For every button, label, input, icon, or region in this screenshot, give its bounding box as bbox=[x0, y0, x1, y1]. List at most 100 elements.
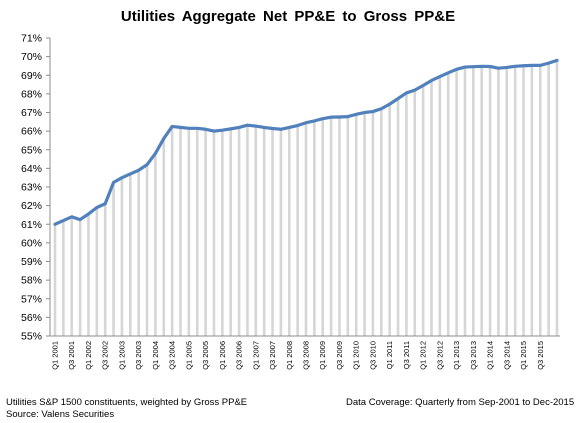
bar bbox=[62, 220, 65, 336]
x-tick-label: Q3 2013 bbox=[469, 341, 478, 370]
y-tick-label: 69% bbox=[21, 70, 42, 82]
bar bbox=[237, 127, 241, 337]
x-tick-label: Q1 2005 bbox=[184, 341, 193, 370]
bar bbox=[195, 128, 199, 336]
bar bbox=[513, 66, 517, 336]
bar bbox=[271, 128, 274, 336]
bar bbox=[346, 116, 350, 336]
bar bbox=[430, 80, 433, 337]
y-tick-label: 59% bbox=[21, 256, 42, 268]
bar bbox=[162, 138, 166, 336]
bar bbox=[112, 182, 115, 336]
bars-group bbox=[53, 60, 559, 337]
bar bbox=[530, 65, 534, 336]
x-tick-label: Q3 2009 bbox=[335, 341, 344, 370]
bar bbox=[388, 104, 391, 337]
y-tick-label: 67% bbox=[21, 107, 42, 119]
bar bbox=[145, 164, 149, 336]
bar bbox=[229, 128, 232, 336]
bar bbox=[522, 65, 525, 336]
bar bbox=[472, 66, 475, 337]
bar bbox=[321, 118, 325, 337]
bar bbox=[120, 177, 124, 336]
x-tick-label: Q3 2003 bbox=[134, 341, 143, 370]
x-tick-label: Q1 2008 bbox=[285, 341, 294, 370]
y-tick-label: 65% bbox=[21, 144, 42, 156]
chart-title: Utilities Aggregate Net PP&E to Gross PP… bbox=[120, 8, 456, 25]
y-tick-label: 56% bbox=[21, 312, 42, 324]
x-axis: Q1 2001 Q3 2001 Q1 2002 Q3 2002 Q1 2003 Q3 20… bbox=[50, 335, 560, 370]
footnote-coverage: Data Coverage: Quarterly from Sep-2001 t… bbox=[346, 397, 574, 408]
x-tick-label: Q1 2006 bbox=[218, 341, 227, 370]
bar bbox=[179, 127, 182, 337]
bar bbox=[246, 125, 249, 336]
x-tick-label: Q3 2014 bbox=[502, 341, 511, 370]
bar bbox=[95, 207, 99, 336]
y-tick-label: 64% bbox=[21, 163, 42, 175]
bar bbox=[547, 63, 550, 336]
x-tick-label: Q1 2004 bbox=[151, 341, 160, 370]
bar bbox=[363, 112, 366, 336]
x-tick-label: Q1 2003 bbox=[117, 341, 126, 370]
y-tick-label: 58% bbox=[21, 275, 42, 287]
y-tick-label: 71% bbox=[21, 33, 42, 45]
x-tick-label: Q1 2007 bbox=[251, 341, 260, 370]
x-tick-label: Q1 2014 bbox=[486, 341, 495, 370]
bar bbox=[329, 117, 333, 336]
y-tick-label: 68% bbox=[21, 88, 42, 100]
x-tick-label: Q1 2015 bbox=[519, 341, 528, 370]
bar bbox=[313, 120, 316, 336]
bar bbox=[204, 129, 207, 336]
bar bbox=[170, 126, 174, 336]
y-tick-label: 62% bbox=[21, 200, 42, 212]
x-tick-label: Q3 2001 bbox=[67, 341, 76, 370]
y-tick-label: 60% bbox=[21, 237, 42, 249]
x-tick-label: Q3 2004 bbox=[168, 341, 177, 370]
bar bbox=[463, 67, 467, 337]
bar bbox=[103, 203, 107, 336]
bar bbox=[304, 122, 308, 337]
bar bbox=[405, 92, 408, 336]
x-tick-label: Q3 2002 bbox=[101, 341, 110, 370]
bar bbox=[129, 173, 132, 336]
x-tick-label: Q1 2012 bbox=[419, 341, 428, 370]
bar bbox=[70, 216, 74, 336]
y-tick-label: 66% bbox=[21, 126, 42, 138]
x-tick-label: Q3 2015 bbox=[536, 341, 545, 370]
bar bbox=[154, 153, 157, 336]
x-tick-label: Q3 2010 bbox=[368, 341, 377, 370]
bar bbox=[287, 127, 291, 337]
bar bbox=[480, 66, 483, 336]
y-tick-label: 61% bbox=[21, 219, 42, 231]
x-tick-label: Q3 2005 bbox=[201, 341, 210, 370]
bar bbox=[438, 76, 442, 337]
x-tick-label: Q3 2011 bbox=[402, 341, 411, 369]
bar bbox=[187, 128, 191, 336]
y-tick-label: 57% bbox=[21, 293, 42, 305]
series-line bbox=[53, 58, 559, 226]
footnote-left: Utilities S&P 1500 constituents, weighte… bbox=[6, 397, 247, 421]
bar bbox=[446, 72, 450, 336]
bar bbox=[87, 214, 90, 336]
bar bbox=[505, 67, 509, 337]
bar bbox=[338, 116, 341, 336]
bar bbox=[396, 98, 400, 336]
bar bbox=[78, 219, 82, 336]
footnote-source: Source: Valens Securities bbox=[6, 409, 115, 420]
bar bbox=[221, 130, 224, 336]
bar bbox=[53, 224, 57, 336]
x-tick-label: Q1 2011 bbox=[385, 341, 394, 369]
bar bbox=[488, 66, 492, 336]
y-axis: 55% 56% 57% 58% 59% 60% 61% 62% 63% 64% 65% 66% 67% 6… bbox=[21, 33, 51, 343]
bar bbox=[380, 108, 383, 337]
bar bbox=[296, 125, 299, 336]
y-tick-label: 63% bbox=[21, 182, 42, 194]
bar bbox=[455, 69, 458, 336]
x-tick-label: Q1 2013 bbox=[452, 341, 461, 370]
y-tick-label: 55% bbox=[21, 331, 42, 343]
bar bbox=[212, 131, 216, 336]
bar bbox=[555, 60, 559, 336]
bar bbox=[137, 170, 140, 336]
x-tick-label: Q3 2012 bbox=[435, 341, 444, 370]
